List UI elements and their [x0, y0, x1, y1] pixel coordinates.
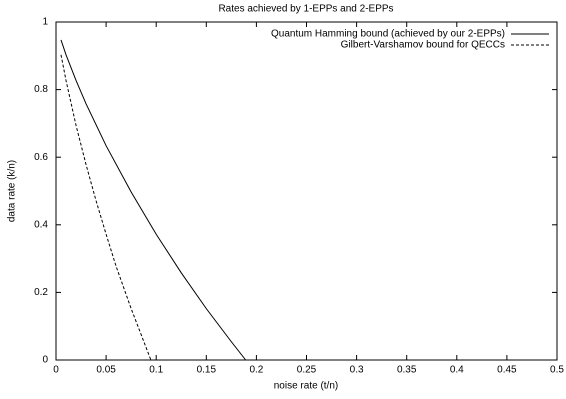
x-tick-label: 0.3 — [350, 365, 364, 376]
x-tick-label: 0.25 — [297, 365, 317, 376]
y-axis-label: data rate (k/n) — [7, 160, 18, 222]
y-tick-label: 0.4 — [34, 219, 48, 230]
x-tick-label: 0.1 — [149, 365, 163, 376]
x-tick-label: 0.2 — [249, 365, 263, 376]
legend-label: Gilbert-Varshamov bound for QECCs — [341, 40, 505, 51]
y-tick-label: 0.6 — [34, 152, 48, 163]
series-line — [60, 39, 247, 361]
x-tick-label: 0.05 — [96, 365, 116, 376]
y-tick-label: 0.2 — [34, 287, 48, 298]
x-tick-label: 0 — [53, 365, 59, 376]
x-tick-label: 0.35 — [397, 365, 417, 376]
x-tick-label: 0.15 — [197, 365, 217, 376]
x-tick-label: 0.5 — [550, 365, 564, 376]
chart-title: Rates achieved by 1-EPPs and 2-EPPs — [218, 4, 393, 15]
y-tick-label: 1 — [42, 17, 48, 28]
y-tick-label: 0 — [42, 355, 48, 366]
x-tick-label: 0.45 — [497, 365, 517, 376]
legend-label: Quantum Hamming bound (achieved by our 2… — [271, 29, 505, 40]
x-tick-label: 0.4 — [450, 365, 464, 376]
x-axis-label: noise rate (t/n) — [274, 381, 338, 392]
series-line — [60, 54, 152, 361]
y-tick-label: 0.8 — [34, 84, 48, 95]
